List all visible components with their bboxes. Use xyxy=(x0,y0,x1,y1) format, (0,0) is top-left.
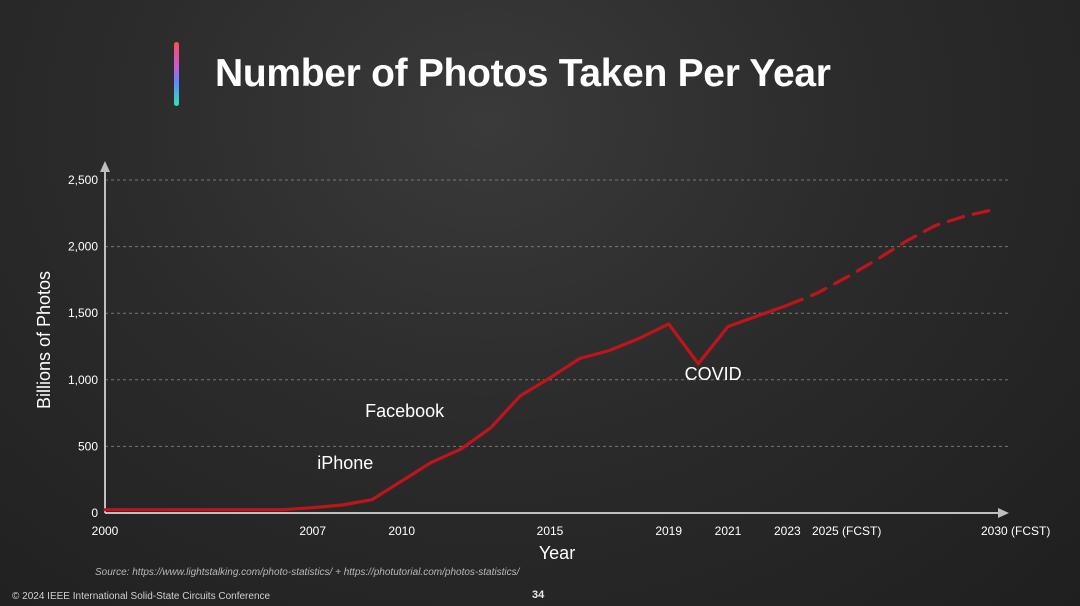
y-tick-label: 2,500 xyxy=(68,173,98,187)
annotation-facebook: Facebook xyxy=(365,401,445,421)
x-axis-arrow xyxy=(998,508,1009,518)
actual-series-line xyxy=(103,303,789,512)
y-tick-label: 1,500 xyxy=(68,306,98,320)
x-tick-label: 2023 xyxy=(774,524,801,538)
y-tick-label: 1,000 xyxy=(68,373,98,387)
x-tick-label: 2025 (FCST) xyxy=(812,524,881,538)
x-tick-label: 2010 xyxy=(388,524,415,538)
x-tick-label: 2015 xyxy=(537,524,564,538)
x-axis-label: Year xyxy=(539,543,575,563)
y-axis-arrow xyxy=(100,161,110,172)
annotation-iphone: iPhone xyxy=(317,453,373,473)
x-tick-label: 2007 xyxy=(299,524,326,538)
source-citation: Source: https://www.lightstalking.com/ph… xyxy=(95,567,520,578)
y-tick-label: 500 xyxy=(78,439,98,453)
series-lines xyxy=(103,207,997,512)
grid-lines xyxy=(105,179,1008,447)
annotation-covid: COVID xyxy=(685,364,742,384)
y-tick-label: 2,000 xyxy=(68,240,98,254)
x-tick-label: 2021 xyxy=(715,524,742,538)
x-tick-label: 2019 xyxy=(655,524,682,538)
x-tick-label: 2000 xyxy=(92,524,119,538)
y-tick-label: 0 xyxy=(91,506,98,520)
tick-labels: 0 500 1,000 1,500 2,000 2,500 2000 2007 2010 2015… xyxy=(68,173,1050,538)
forecast-series-line xyxy=(785,207,997,307)
axes xyxy=(100,161,1009,518)
slide-title: Number of Photos Taken Per Year xyxy=(215,52,831,95)
footer-copyright: © 2024 IEEE International Solid-State Ci… xyxy=(12,591,271,602)
page-number: 34 xyxy=(532,589,545,601)
annotations: iPhone Facebook COVID xyxy=(317,364,741,473)
title-accent-bar xyxy=(174,42,179,106)
x-tick-label: 2030 (FCST) xyxy=(981,524,1050,538)
y-axis-label: Billions of Photos xyxy=(34,271,54,409)
